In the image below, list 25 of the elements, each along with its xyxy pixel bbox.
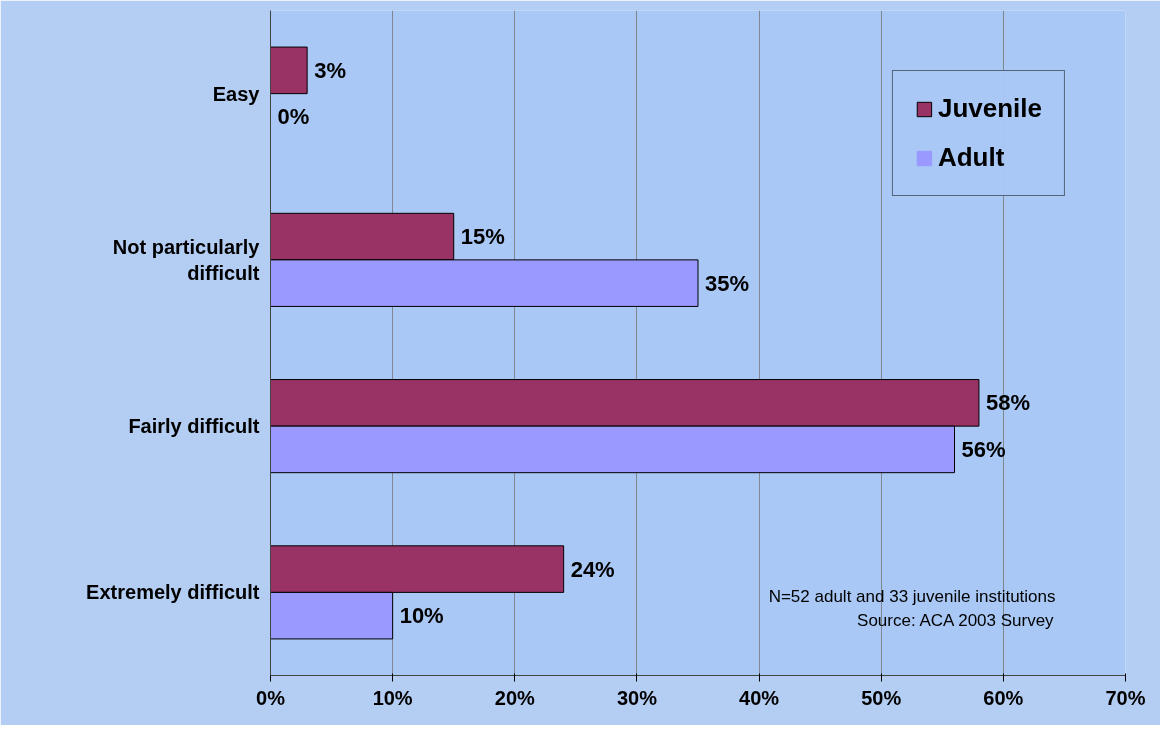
y-tick-label: Extremely difficult (86, 581, 260, 604)
x-tick-label: 40% (739, 686, 780, 709)
annotation: N=52 adult and 33 juvenile institutions (768, 586, 1056, 606)
x-tick-label: 10% (372, 686, 413, 709)
bar (270, 46, 308, 95)
data-label: 56% (961, 436, 1006, 462)
data-label: 10% (399, 603, 444, 629)
data-label: 24% (570, 556, 615, 582)
x-tick-label: 70% (1105, 686, 1146, 709)
legend-label: Juvenile (937, 93, 1042, 124)
y-tick-label: Fairly difficult (128, 415, 260, 438)
x-tick-label: 60% (983, 686, 1024, 709)
x-tick-label: 50% (861, 686, 902, 709)
annotation: Source: ACA 2003 Survey (857, 610, 1055, 630)
x-tick-label: 20% (494, 686, 536, 709)
y-tick-label: Not particularly difficult (112, 235, 261, 285)
data-label: 35% (705, 270, 750, 296)
data-label: 15% (460, 224, 505, 250)
data-label: 0% (277, 104, 310, 130)
legend-label: Adult (937, 142, 1005, 173)
y-tick-label: Easy (212, 82, 261, 105)
x-tick-label: 0% (256, 686, 286, 709)
data-label: 3% (314, 57, 346, 83)
data-label: 58% (985, 390, 1030, 416)
x-tick-label: 30% (616, 686, 658, 709)
